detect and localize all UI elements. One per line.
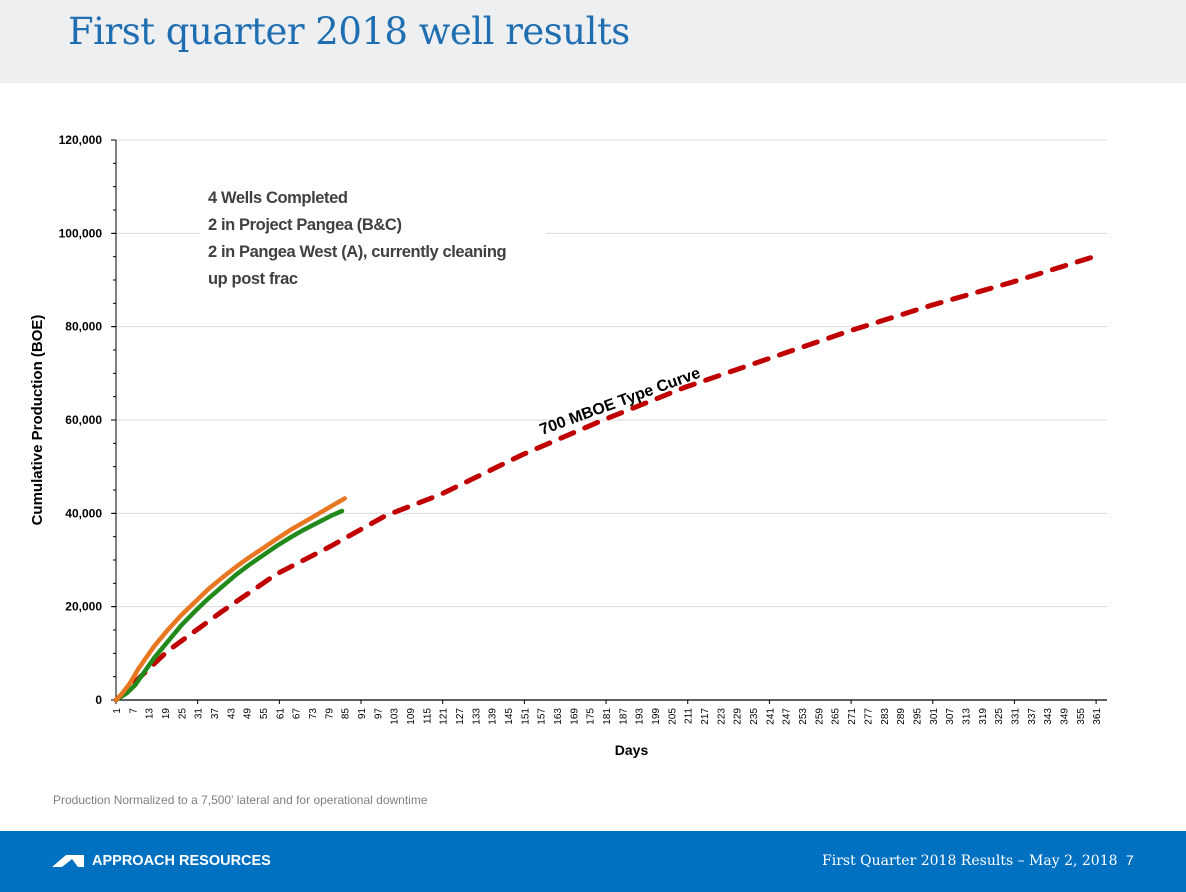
x-tick-label: 235 bbox=[749, 708, 760, 725]
company-logo-icon bbox=[52, 855, 84, 867]
x-tick-label: 211 bbox=[684, 708, 695, 724]
x-tick-label: 109 bbox=[406, 708, 417, 725]
x-tick-label: 43 bbox=[226, 708, 237, 720]
x-tick-label: 319 bbox=[978, 708, 989, 725]
x-tick-label: 313 bbox=[961, 708, 972, 725]
x-tick-label: 283 bbox=[880, 708, 891, 725]
x-tick-label: 79 bbox=[324, 708, 335, 720]
x-tick-label: 163 bbox=[553, 708, 564, 725]
x-tick-label: 337 bbox=[1027, 708, 1038, 725]
x-tick-label: 265 bbox=[831, 708, 842, 725]
x-tick-label: 85 bbox=[341, 708, 352, 720]
x-tick-label: 49 bbox=[243, 708, 254, 720]
y-tick-label: 0 bbox=[95, 693, 102, 707]
x-tick-label: 325 bbox=[994, 708, 1005, 725]
well-production-line bbox=[113, 496, 347, 703]
x-tick-label: 133 bbox=[471, 708, 482, 725]
y-tick-label: 120,000 bbox=[59, 133, 103, 147]
x-tick-label: 355 bbox=[1076, 708, 1087, 725]
x-tick-label: 289 bbox=[896, 708, 907, 725]
x-tick-label: 361 bbox=[1092, 708, 1103, 725]
x-tick-label: 349 bbox=[1059, 708, 1070, 725]
x-tick-label: 295 bbox=[912, 708, 923, 725]
x-axis-title: Days bbox=[615, 742, 649, 758]
well-production-line bbox=[113, 508, 345, 703]
type-curve-line bbox=[113, 251, 1105, 703]
x-tick-label: 25 bbox=[177, 708, 188, 720]
x-tick-label: 205 bbox=[667, 708, 678, 725]
x-tick-label: 55 bbox=[259, 708, 270, 720]
x-tick-label: 181 bbox=[602, 708, 613, 725]
x-tick-label: 1 bbox=[112, 708, 123, 714]
x-tick-label: 127 bbox=[455, 708, 466, 725]
x-tick-label: 139 bbox=[488, 708, 499, 725]
footnote: Production Normalized to a 7,500' latera… bbox=[53, 793, 428, 807]
y-tick-label: 100,000 bbox=[59, 226, 103, 240]
x-tick-label: 331 bbox=[1010, 708, 1021, 725]
annotation-line: 2 in Project Pangea (B&C) bbox=[208, 216, 402, 234]
x-tick-label: 217 bbox=[700, 708, 711, 725]
x-tick-label: 13 bbox=[145, 708, 156, 720]
x-tick-label: 97 bbox=[373, 708, 384, 720]
company-name: APPROACH RESOURCES bbox=[92, 853, 271, 869]
x-tick-label: 67 bbox=[292, 708, 303, 720]
annotation-line: 2 in Pangea West (A), currently cleaning bbox=[208, 243, 507, 261]
x-tick-label: 151 bbox=[520, 708, 531, 725]
annotation-line: 4 Wells Completed bbox=[208, 189, 348, 207]
x-tick-label: 7 bbox=[128, 708, 139, 714]
y-tick-label: 20,000 bbox=[65, 600, 102, 614]
x-tick-label: 169 bbox=[569, 708, 580, 725]
x-tick-label: 301 bbox=[929, 708, 940, 725]
x-tick-label: 19 bbox=[161, 708, 172, 720]
x-tick-label: 259 bbox=[814, 708, 825, 725]
x-tick-label: 343 bbox=[1043, 708, 1054, 725]
page-title: First quarter 2018 well results bbox=[68, 10, 630, 53]
x-tick-label: 187 bbox=[618, 708, 629, 725]
x-tick-label: 73 bbox=[308, 708, 319, 720]
y-tick-label: 60,000 bbox=[65, 413, 102, 427]
x-tick-label: 61 bbox=[275, 708, 286, 720]
x-tick-label: 175 bbox=[586, 708, 597, 725]
footer-bar: APPROACH RESOURCES First Quarter 2018 Re… bbox=[0, 831, 1186, 892]
x-tick-label: 145 bbox=[504, 708, 515, 725]
y-axis-title: Cumulative Production (BOE) bbox=[29, 315, 46, 526]
x-tick-label: 223 bbox=[716, 708, 727, 725]
x-tick-label: 307 bbox=[945, 708, 956, 725]
wells-annotation: 4 Wells Completed 2 in Project Pangea (B… bbox=[200, 183, 546, 299]
annotation-line: up post frac bbox=[208, 270, 298, 288]
x-tick-label: 199 bbox=[651, 708, 662, 725]
title-band: First quarter 2018 well results bbox=[0, 0, 1186, 83]
x-tick-label: 157 bbox=[537, 708, 548, 725]
x-tick-label: 229 bbox=[733, 708, 744, 725]
x-tick-label: 271 bbox=[847, 708, 858, 725]
type-curve-label: 700 MBOE Type Curve bbox=[538, 365, 703, 439]
x-tick-label: 121 bbox=[439, 708, 450, 725]
x-tick-label: 103 bbox=[390, 708, 401, 725]
axis-layer: 0 20,000 40,000 60,000 80,000 100,000 120,000 1… bbox=[59, 133, 1107, 725]
x-tick-label: 193 bbox=[635, 708, 646, 725]
x-tick-label: 277 bbox=[863, 708, 874, 725]
x-tick-label: 91 bbox=[357, 708, 368, 720]
x-tick-label: 253 bbox=[798, 708, 809, 725]
series-layer bbox=[113, 251, 1105, 703]
x-tick-label: 37 bbox=[210, 708, 221, 720]
x-tick-label: 247 bbox=[782, 708, 793, 725]
production-chart: 0 20,000 40,000 60,000 80,000 100,000 120,000 1… bbox=[29, 133, 1107, 758]
x-tick-label: 241 bbox=[765, 708, 776, 725]
footer-date: First Quarter 2018 Results – May 2, 2018 bbox=[822, 853, 1118, 869]
y-tick-label: 80,000 bbox=[65, 320, 102, 334]
x-tick-label: 115 bbox=[422, 708, 433, 724]
page-number: 7 bbox=[1126, 852, 1134, 868]
y-tick-label: 40,000 bbox=[65, 506, 102, 520]
x-tick-label: 31 bbox=[194, 708, 205, 720]
